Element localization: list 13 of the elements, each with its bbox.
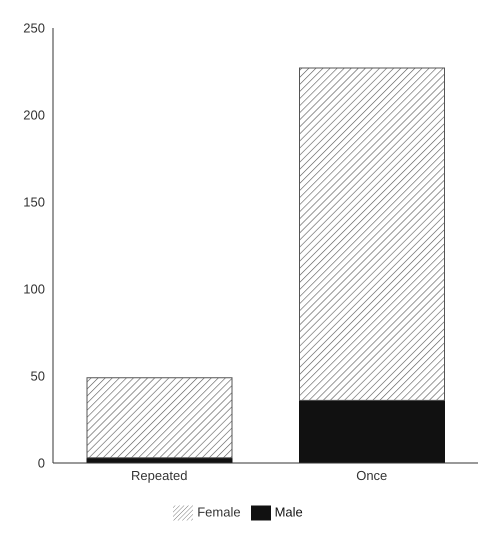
- y-tick-label: 150: [23, 194, 45, 210]
- x-tick-label: Once: [356, 468, 388, 484]
- bar: [299, 68, 445, 401]
- x-tick-label: Repeated: [131, 468, 188, 484]
- bar: [299, 400, 445, 463]
- y-tick-label: 0: [38, 456, 45, 471]
- y-tick-label: 50: [30, 368, 45, 384]
- y-tick-label: 100: [23, 282, 45, 297]
- bar: [86, 377, 232, 458]
- legend-label: Female: [197, 504, 241, 520]
- legend-label: Male: [274, 504, 303, 520]
- y-tick-label: 250: [23, 20, 45, 36]
- y-tick-label: 200: [23, 108, 45, 123]
